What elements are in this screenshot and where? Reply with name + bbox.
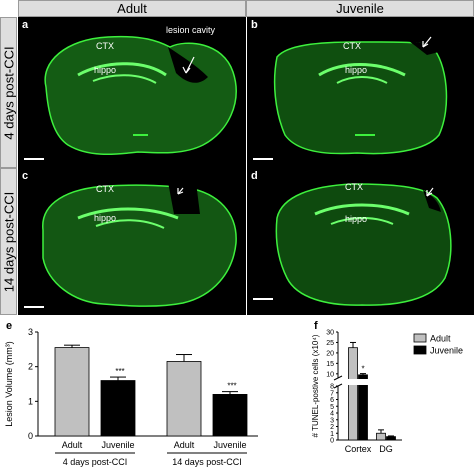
x-tick-label: Juvenile [101,440,134,450]
panel-c-hippo-label: hippo [94,213,117,223]
significance-mark: * [361,365,364,374]
y-tick-label: 0 [28,431,33,441]
panel-c-ctx-label: CTX [96,184,114,194]
scale-bar-d [253,298,273,300]
axis-break-gap [347,379,359,385]
y-tick-label: 2 [330,424,334,431]
y-tick-label: 2 [28,362,33,372]
row-header-day4: 4 days post-CCI [0,17,17,168]
y-tick-label: 3 [330,417,334,424]
bar [212,394,248,437]
panel-d-ctx-label: CTX [345,182,363,192]
x-tick-label: Adult [174,440,195,450]
row-header-day4-label: 4 days post-CCI [1,45,16,140]
micrograph-panel-c: c CTX hippo [18,168,246,315]
y-tick-label: 6 [330,397,334,404]
y-tick-label: 1 [28,396,33,406]
panel-f-letter: f [314,320,318,332]
panel-b-ctx-label: CTX [343,41,361,51]
y-tick-label: 3 [28,327,33,337]
row-header-day14: 14 days post-CCI [0,168,17,315]
column-header-adult-label: Adult [117,1,147,16]
column-header-adult: Adult [18,0,246,17]
panel-d-letter: d [251,170,258,182]
y-axis-label: Lesion Volume (mm³) [4,341,14,427]
axis-break-gap [357,379,369,385]
bar [358,374,368,441]
bar [386,436,396,441]
bar [348,347,358,441]
scale-bar-c [24,306,44,308]
column-header-juvenile-label: Juvenile [336,1,384,16]
legend-label: Adult [430,334,451,344]
panel-d-hippo-label: hippo [345,214,368,224]
lesion-volume-chart: 0 1 2 3 Lesion Volume (mm³) Adult *** Juvenile A… [4,327,258,467]
y-tick-label: 8 [330,384,334,391]
y-tick-label: 25 [326,340,334,347]
panel-a-lesion-label: lesion cavity [166,25,216,35]
micrograph-panel-a: a CTX hippo lesion cavity [18,17,246,168]
y-tick-label: 15 [326,361,334,368]
micrograph-panel-d: d CTX hippo [247,168,474,315]
bar [100,380,136,437]
panel-a-ctx-label: CTX [96,41,114,51]
scale-bar-b [253,158,273,160]
panel-b-letter: b [251,19,258,31]
y-tick-label: 1 [330,431,334,438]
y-tick-label: 5 [330,404,334,411]
axis-break-mark [333,375,343,381]
y-axis-label: # TUNEL-postive cells (x10⁴) [311,334,320,437]
brain-section-image-c [42,182,237,307]
panel-a-letter: a [22,19,29,31]
group-label: 14 days post-CCI [172,457,242,467]
column-header-juvenile: Juvenile [246,0,474,17]
x-tick-label: Juvenile [213,440,246,450]
significance-mark: *** [115,367,124,376]
bar [376,432,386,441]
bar [54,347,90,437]
y-tick-label: 7 [330,390,334,397]
significance-mark: *** [227,382,236,391]
x-tick-label: Cortex [345,444,372,454]
y-tick-label: 0 [330,438,334,445]
legend-swatch [413,345,427,355]
legend-label: Juvenile [430,346,463,356]
y-tick-label: 20 [326,350,334,357]
brain-section-image-b [273,36,448,155]
x-tick-label: Adult [62,440,83,450]
panel-a-hippo-label: hippo [94,65,117,75]
panel-e-letter: e [6,320,13,332]
row-header-day14-label: 14 days post-CCI [1,191,16,292]
y-tick-label: 30 [326,330,334,337]
y-tick-label: 4 [330,411,334,418]
group-label: 4 days post-CCI [63,457,128,467]
brain-section-image-a [44,35,237,156]
panel-c-letter: c [22,170,29,182]
legend-swatch [413,333,427,343]
x-tick-label: DG [379,444,393,454]
bar [166,361,202,437]
scale-bar-a [24,158,44,160]
y-tick-label: 10 [326,371,334,378]
brain-section-image-d [275,183,452,306]
micrograph-panel-b: b CTX hippo [247,17,474,168]
panel-b-hippo-label: hippo [345,65,368,75]
